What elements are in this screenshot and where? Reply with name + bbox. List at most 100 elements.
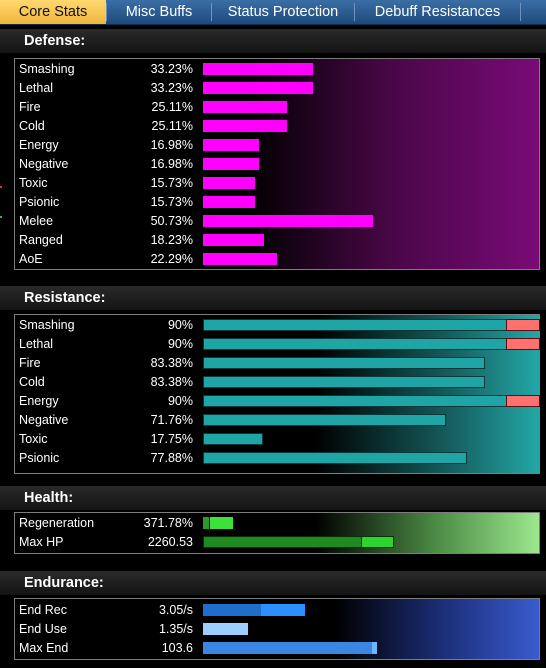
resistance-cap-bar: [506, 338, 540, 350]
regen-base-bar: [203, 517, 209, 529]
defense-row-smashing: Smashing 33.23%: [15, 60, 539, 79]
resistance-panel: Smashing 90% Lethal 90% Fire 83.38% Cold…: [14, 314, 540, 474]
resistance-title: Resistance:: [24, 290, 106, 306]
defense-bar: [203, 120, 287, 132]
resistance-bar: [203, 414, 446, 426]
defense-row-negative: Negative 16.98%: [15, 155, 539, 174]
defense-title: Defense:: [24, 33, 86, 49]
resistance-cap-bar: [506, 395, 540, 407]
defense-bar: [203, 139, 259, 151]
resistance-value: 17.75%: [150, 432, 193, 446]
endurance-label: End Rec: [19, 603, 67, 617]
defense-row-fire: Fire 25.11%: [15, 98, 539, 117]
defense-label: Ranged: [19, 233, 63, 247]
resistance-bar: [203, 357, 485, 369]
resistance-bar: [203, 319, 507, 331]
resistance-row-cold: Cold 83.38%: [15, 373, 539, 392]
health-label: Max HP: [19, 535, 64, 549]
defense-value: 15.73%: [150, 195, 193, 209]
tab-status-protection[interactable]: Status Protection: [227, 4, 339, 20]
edge-mark: [0, 216, 2, 218]
resistance-row-lethal: Lethal 90%: [15, 335, 540, 354]
defense-bar: [203, 63, 313, 75]
defense-panel: Smashing 33.23% Lethal 33.23% Fire 25.11…: [14, 58, 540, 270]
resistance-value: 83.38%: [150, 375, 193, 389]
defense-value: 25.11%: [151, 100, 193, 114]
resistance-value: 71.76%: [150, 413, 193, 427]
defense-value: 25.11%: [151, 119, 193, 133]
tab-separator: [354, 3, 355, 21]
defense-row-psionic: Psionic 15.73%: [15, 193, 539, 212]
defense-value: 33.23%: [150, 62, 193, 76]
edge-mark: [0, 186, 2, 188]
resistance-label: Energy: [19, 394, 59, 408]
defense-bar: [203, 177, 255, 189]
endurance-label: Max End: [19, 641, 69, 655]
defense-bar: [203, 158, 259, 170]
defense-bar: [203, 101, 287, 113]
health-label: Regeneration: [19, 516, 95, 530]
defense-value: 16.98%: [150, 157, 193, 171]
defense-label: Melee: [19, 214, 54, 228]
resistance-bar: [203, 395, 507, 407]
defense-label: Negative: [19, 157, 69, 171]
endurance-row-max-end: Max End 103.6: [15, 639, 539, 658]
defense-label: Fire: [19, 100, 41, 114]
endurance-row-end-use: End Use 1.35/s: [15, 620, 539, 639]
tab-separator: [106, 3, 107, 21]
resistance-label: Cold: [19, 375, 45, 389]
defense-bar: [203, 253, 277, 265]
health-header: Health:: [0, 486, 546, 510]
defense-label: Smashing: [19, 62, 75, 76]
end-use-bar: [203, 623, 248, 635]
endurance-row-end-rec: End Rec 3.05/s: [15, 601, 539, 620]
resistance-cap-bar: [506, 319, 540, 331]
defense-bar: [203, 234, 264, 246]
resistance-value: 77.88%: [150, 451, 193, 465]
max-hp-bonus-bar: [361, 536, 394, 548]
resistance-label: Smashing: [19, 318, 75, 332]
resistance-bar: [203, 338, 507, 350]
endurance-title: Endurance:: [24, 575, 104, 591]
max-end-bonus-bar: [372, 642, 377, 654]
max-end-bar: [203, 642, 373, 654]
defense-value: 50.73%: [150, 214, 193, 228]
defense-row-lethal: Lethal 33.23%: [15, 79, 539, 98]
resistance-label: Negative: [19, 413, 69, 427]
resistance-row-toxic: Toxic 17.75%: [15, 430, 539, 449]
resistance-row-fire: Fire 83.38%: [15, 354, 539, 373]
resistance-label: Lethal: [19, 337, 54, 351]
defense-bar: [203, 196, 255, 208]
resistance-label: Fire: [19, 356, 41, 370]
health-value: 2260.53: [147, 535, 193, 549]
tab-bar: Core Stats Misc Buffs Status Protection …: [0, 0, 546, 25]
health-row-max-hp: Max HP 2260.53: [15, 533, 539, 552]
tab-core-stats[interactable]: Core Stats: [0, 0, 106, 24]
defense-label: Energy: [19, 138, 59, 152]
defense-value: 18.23%: [150, 233, 193, 247]
tab-separator: [520, 3, 521, 21]
resistance-label: Toxic: [19, 432, 48, 446]
resistance-bar: [203, 376, 485, 388]
resistance-value: 90%: [167, 394, 193, 408]
health-value: 371.78%: [143, 516, 193, 530]
defense-label: Psionic: [19, 195, 60, 209]
defense-value: 15.73%: [150, 176, 193, 190]
defense-row-toxic: Toxic 15.73%: [15, 174, 539, 193]
endurance-value: 3.05/s: [158, 603, 193, 617]
defense-row-ranged: Ranged 18.23%: [15, 231, 539, 250]
defense-label: Toxic: [19, 176, 48, 190]
resistance-value: 90%: [167, 337, 193, 351]
endurance-value: 1.35/s: [158, 622, 193, 636]
max-hp-bar: [203, 536, 362, 548]
defense-value: 33.23%: [150, 81, 193, 95]
tab-misc-buffs[interactable]: Misc Buffs: [125, 4, 193, 20]
regen-bar: [210, 517, 233, 529]
defense-value: 22.29%: [150, 252, 193, 266]
endurance-value: 103.6: [161, 641, 193, 655]
endurance-header: Endurance:: [0, 571, 546, 595]
defense-row-melee: Melee 50.73%: [15, 212, 539, 231]
defense-header: Defense:: [0, 29, 546, 53]
tab-debuff-resistances[interactable]: Debuff Resistances: [374, 4, 501, 20]
resistance-value: 90%: [167, 318, 193, 332]
